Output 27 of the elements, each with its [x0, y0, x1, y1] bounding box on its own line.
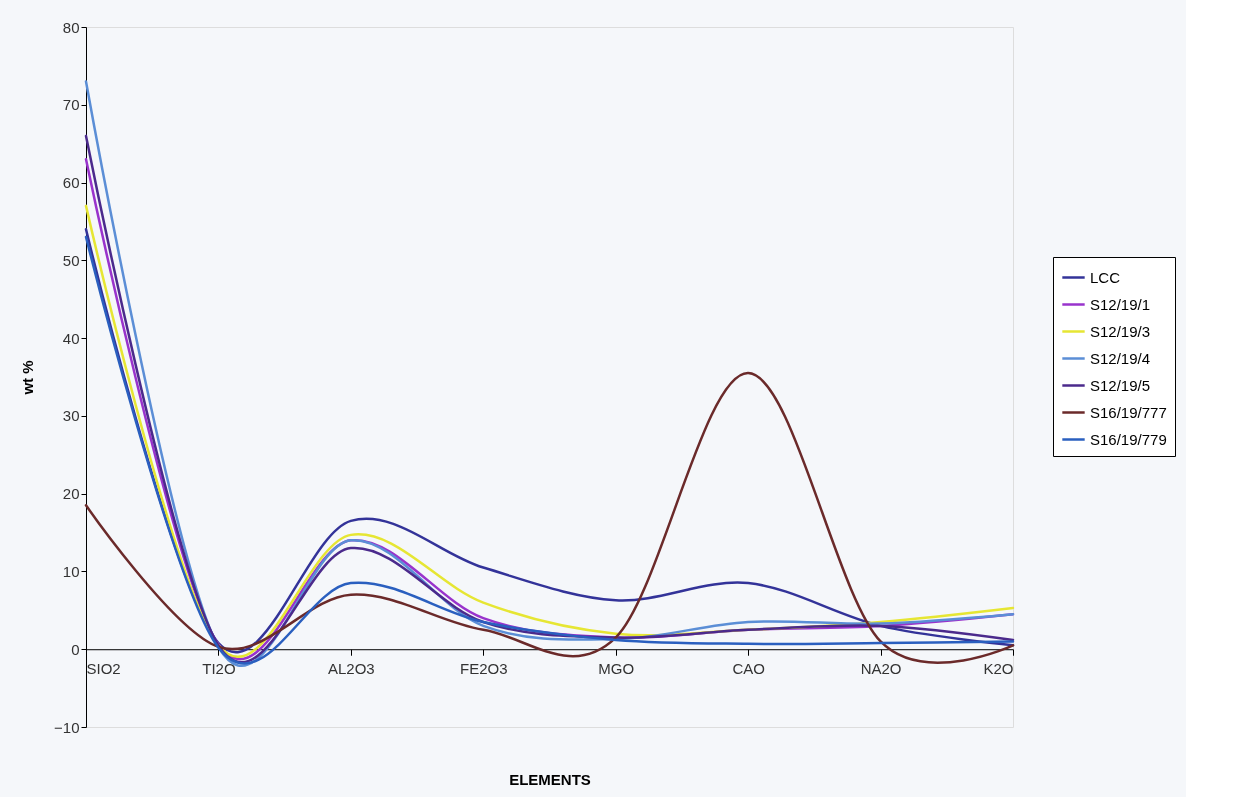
legend-label: S16/19/777: [1090, 403, 1167, 421]
x-tick-label: MGO: [598, 659, 635, 677]
y-tick-label: 50: [62, 251, 80, 269]
x-axis-title: ELEMENTS: [509, 770, 591, 788]
y-tick-label: 80: [62, 18, 80, 36]
y-tick-label: 30: [62, 407, 80, 425]
y-tick-label: 0: [71, 640, 80, 658]
y-tick-label: 70: [62, 96, 80, 114]
y-tick-label: 40: [62, 329, 80, 347]
legend-label: S12/19/5: [1090, 376, 1151, 394]
x-tick-label: TI2O: [202, 659, 236, 677]
legend-label: S16/19/779: [1090, 430, 1167, 448]
y-tick-label: 60: [62, 174, 80, 192]
y-tick-label: 20: [62, 485, 80, 503]
y-tick-label: −10: [54, 718, 80, 736]
x-tick-label: NA2O: [860, 659, 902, 677]
x-tick-label: SIO2: [86, 659, 121, 677]
legend-label: S12/19/3: [1090, 322, 1151, 340]
legend-label: LCC: [1090, 268, 1121, 286]
x-tick-label: AL2O3: [328, 659, 375, 677]
x-tick-label: FE2O3: [460, 659, 508, 677]
y-axis-title: wt %: [19, 360, 37, 396]
x-tick-label: CAO: [732, 659, 765, 677]
legend-label: S12/19/4: [1090, 349, 1151, 367]
x-tick-label: K2O: [983, 659, 1014, 677]
y-tick-label: 10: [62, 562, 80, 580]
legend-label: S12/19/1: [1090, 295, 1151, 313]
